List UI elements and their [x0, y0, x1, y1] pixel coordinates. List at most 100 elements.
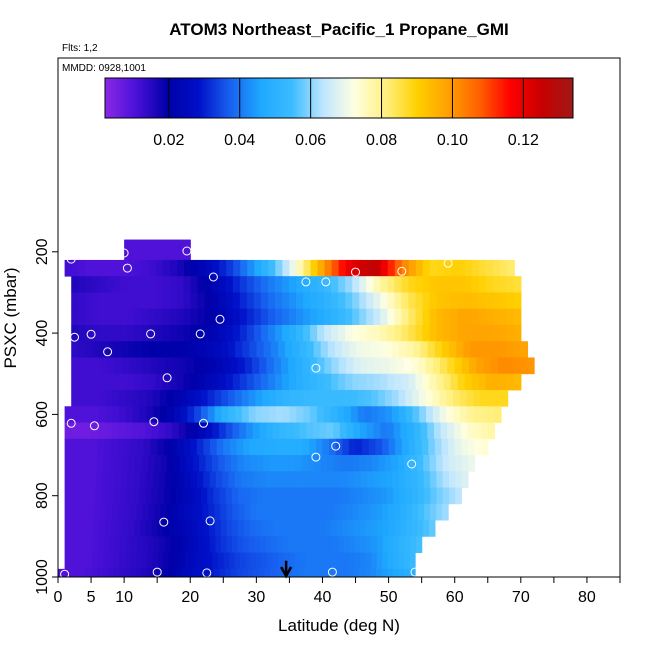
heatmap-cell: [436, 373, 445, 391]
heatmap-cell: [205, 259, 213, 277]
heatmap-cell: [382, 536, 389, 554]
heatmap-cell: [267, 292, 276, 310]
heatmap-cell: [443, 259, 452, 277]
observation-point: [149, 417, 159, 427]
heatmap-cell: [262, 503, 269, 521]
heatmap-cell: [150, 438, 158, 456]
heatmap-cell: [401, 292, 410, 310]
heatmap-cell: [299, 422, 307, 440]
heatmap-cell: [91, 568, 98, 578]
heatmap-cell: [78, 308, 86, 326]
heatmap-cell: [205, 422, 213, 440]
heatmap-cell: [175, 568, 182, 578]
heatmap-cell: [253, 324, 262, 342]
heatmap-cell: [143, 239, 146, 261]
heatmap-cell: [169, 568, 176, 578]
heatmap-cell: [360, 422, 368, 440]
heatmap-cell: [127, 239, 129, 261]
heatmap-cell: [148, 259, 157, 277]
heatmap-cell: [345, 324, 353, 342]
heatmap-cell: [131, 536, 138, 554]
heatmap-cell: [449, 471, 456, 488]
heatmap-cell: [183, 276, 192, 293]
heatmap-cell: [146, 390, 154, 407]
heatmap-cell: [104, 438, 112, 456]
heatmap-cell: [163, 341, 172, 358]
heatmap-cell: [250, 503, 257, 521]
heatmap-cell: [436, 503, 443, 521]
heatmap-cell: [81, 552, 88, 570]
heatmap-cell: [137, 438, 145, 456]
heatmap-cell: [127, 308, 136, 326]
observation-point: [146, 329, 156, 339]
heatmap-cell: [99, 308, 107, 326]
heatmap-cell: [162, 276, 171, 293]
heatmap-cell: [410, 455, 418, 472]
heatmap-cell: [165, 536, 172, 554]
heatmap-cell: [466, 406, 475, 423]
heatmap-cell: [232, 422, 240, 440]
heatmap-cell: [356, 341, 365, 358]
heatmap-cell: [99, 373, 107, 391]
heatmap-cell: [269, 568, 277, 578]
heatmap-cell: [288, 357, 296, 375]
heatmap-cell: [282, 390, 291, 407]
heatmap-cell: [401, 259, 410, 277]
heatmap-cell: [166, 239, 169, 261]
heatmap-cell: [260, 324, 269, 342]
heatmap-cell: [249, 341, 258, 358]
heatmap-cell: [460, 422, 469, 440]
heatmap-cell: [296, 259, 305, 277]
heatmap-cell: [293, 536, 300, 554]
heatmap-cell: [440, 422, 448, 440]
heatmap-cell: [323, 406, 332, 423]
x-tick-label: 5: [87, 589, 96, 606]
heatmap-cell: [324, 292, 332, 310]
heatmap-cell: [242, 568, 249, 578]
heatmap-cell: [211, 324, 220, 342]
heatmap-cell: [70, 520, 77, 537]
heatmap-cell: [127, 324, 136, 342]
heatmap-cell: [400, 520, 407, 537]
heatmap-cell: [480, 390, 488, 407]
heatmap-cell: [183, 324, 192, 342]
heatmap-cell: [125, 390, 134, 407]
heatmap-cell: [69, 568, 76, 578]
heatmap-cell: [131, 422, 140, 440]
heatmap-cell: [256, 455, 264, 472]
heatmap-cell: [253, 292, 262, 310]
heatmap-cell: [365, 552, 372, 570]
heatmap-cell: [464, 324, 473, 342]
heatmap-cell: [317, 292, 325, 310]
heatmap-cell: [92, 292, 100, 310]
heatmap-cell: [375, 568, 383, 578]
heatmap-cell: [219, 259, 227, 277]
heatmap-cell: [432, 357, 441, 375]
observation-point: [66, 418, 76, 428]
heatmap-cell: [454, 422, 462, 440]
heatmap-cell: [159, 390, 168, 407]
heatmap-cell: [107, 357, 116, 375]
heatmap-cell: [175, 239, 178, 261]
heatmap-cell: [118, 390, 127, 407]
heatmap-cell: [370, 568, 377, 578]
heatmap-cell: [342, 341, 350, 358]
heatmap-cell: [99, 292, 107, 310]
heatmap-cell: [312, 487, 320, 505]
heatmap-cell: [142, 536, 149, 554]
heatmap-cell: [338, 308, 346, 326]
heatmap-cell: [430, 503, 437, 521]
heatmap-cell: [289, 292, 297, 310]
heatmap-cell: [427, 422, 435, 440]
heatmap-cell: [434, 438, 443, 456]
heatmap-cell: [263, 455, 271, 472]
heatmap-cell: [366, 373, 374, 391]
heatmap-cell: [121, 341, 129, 358]
heatmap-cell: [401, 324, 410, 342]
heatmap-cell: [115, 455, 123, 472]
heatmap-cell: [71, 308, 79, 326]
heatmap-cell: [176, 324, 185, 342]
heatmap-cell: [411, 357, 419, 375]
heatmap-cell: [275, 455, 283, 472]
